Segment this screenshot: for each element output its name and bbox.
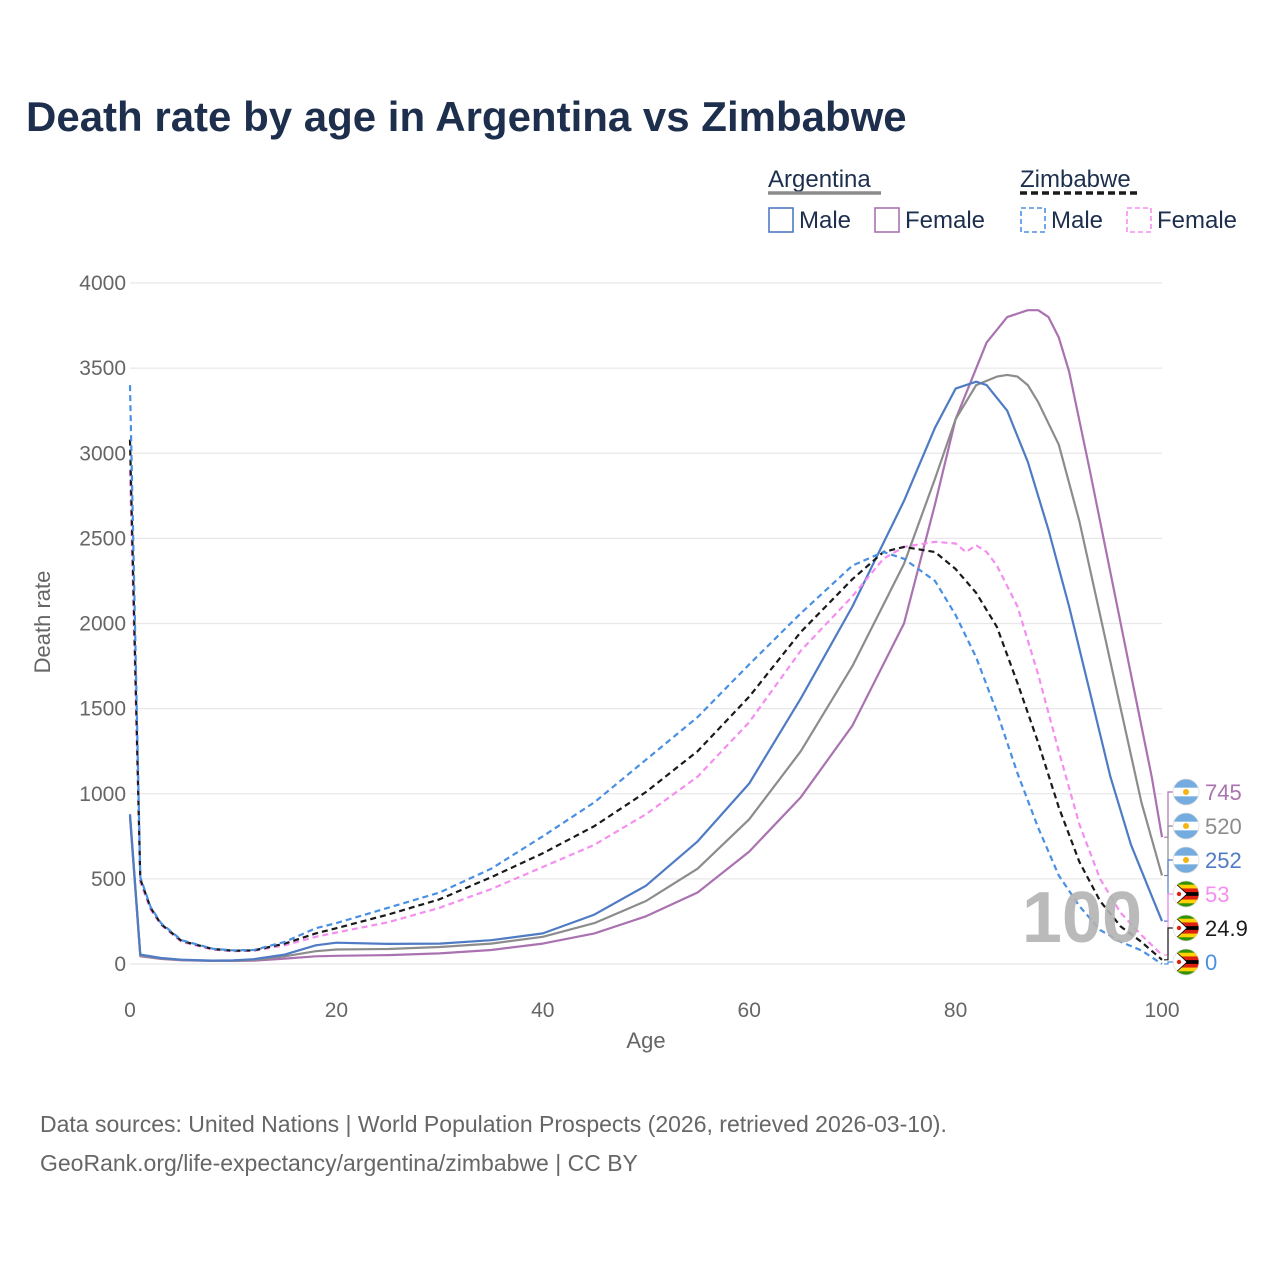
- chart-title: Death rate by age in Argentina vs Zimbab…: [26, 93, 907, 140]
- y-axis-ticks: 0 500 1000 1500 2000 2500 3000 3500 4000: [79, 272, 126, 976]
- end-value-label: 53: [1205, 882, 1229, 907]
- grid: [130, 282, 1162, 965]
- series-line-argentina-female: [128, 309, 1164, 962]
- legend-swatch: [1126, 207, 1152, 233]
- x-tick-label: 60: [738, 999, 761, 1022]
- y-tick-label: 4000: [79, 272, 126, 295]
- series-group: [128, 309, 1164, 965]
- source-line-2: GeoRank.org/life-expectancy/argentina/zi…: [40, 1150, 638, 1176]
- legend-entry-label: Male: [799, 207, 851, 234]
- y-tick-label: 1500: [79, 698, 126, 721]
- y-tick-label: 0: [114, 953, 126, 976]
- end-connector: [1164, 961, 1173, 965]
- current-age-label: 100: [1022, 878, 1142, 958]
- y-tick-label: 2500: [79, 527, 126, 550]
- legend-swatch: [1020, 207, 1046, 233]
- legend-group-zimbabwe: Zimbabwe: [1020, 166, 1131, 193]
- end-labels: 745 520 252 53 24.9 0: [1164, 778, 1248, 976]
- x-tick-label: 80: [944, 999, 967, 1022]
- x-tick-label: 20: [325, 999, 348, 1022]
- series-line-zimbabwe-female: [128, 470, 1163, 956]
- series-line-argentina-total: [128, 373, 1164, 962]
- y-tick-label: 500: [91, 868, 126, 891]
- zimbabwe-flag-icon: [1172, 914, 1200, 942]
- y-tick-label: 3500: [79, 357, 126, 380]
- end-value-label: 24.9: [1205, 916, 1248, 941]
- legend-entry-label: Female: [1157, 207, 1237, 234]
- x-axis-title: Age: [626, 1028, 665, 1053]
- end-value-label: 745: [1205, 780, 1242, 805]
- series-line-zimbabwe-total: [128, 439, 1163, 961]
- zimbabwe-flag-icon: [1172, 948, 1200, 976]
- legend-entry-label: Male: [1051, 207, 1103, 234]
- x-tick-label: 0: [124, 999, 136, 1022]
- x-tick-label: 100: [1144, 999, 1179, 1022]
- end-connector: [1164, 859, 1173, 922]
- zimbabwe-flag-icon: [1172, 880, 1200, 908]
- x-axis-ticks: 0 20 40 60 80 100: [124, 999, 1179, 1022]
- legend-swatch: [874, 207, 900, 233]
- legend: Argentina Male Female Zimbabwe Male Female: [768, 166, 1237, 234]
- y-tick-label: 3000: [79, 442, 126, 465]
- argentina-flag-icon: [1172, 846, 1200, 874]
- legend-swatch: [768, 207, 794, 233]
- end-connector: [1164, 927, 1173, 961]
- y-axis-title: Death rate: [30, 571, 55, 674]
- legend-entry-label: Female: [905, 207, 985, 234]
- legend-group-argentina: Argentina: [768, 166, 871, 193]
- series-line-zimbabwe-male: [128, 385, 1163, 965]
- end-connector: [1164, 825, 1173, 877]
- argentina-flag-icon: [1172, 778, 1200, 806]
- y-tick-label: 2000: [79, 613, 126, 636]
- end-value-label: 0: [1205, 950, 1217, 975]
- source-line-1: Data sources: United Nations | World Pop…: [40, 1111, 947, 1137]
- end-connector: [1164, 791, 1173, 838]
- end-value-label: 520: [1205, 814, 1242, 839]
- y-tick-label: 1000: [79, 783, 126, 806]
- x-tick-label: 40: [531, 999, 554, 1022]
- argentina-flag-icon: [1172, 812, 1200, 840]
- series-line-argentina-male: [128, 380, 1164, 962]
- end-connector: [1164, 893, 1173, 956]
- end-value-label: 252: [1205, 848, 1242, 873]
